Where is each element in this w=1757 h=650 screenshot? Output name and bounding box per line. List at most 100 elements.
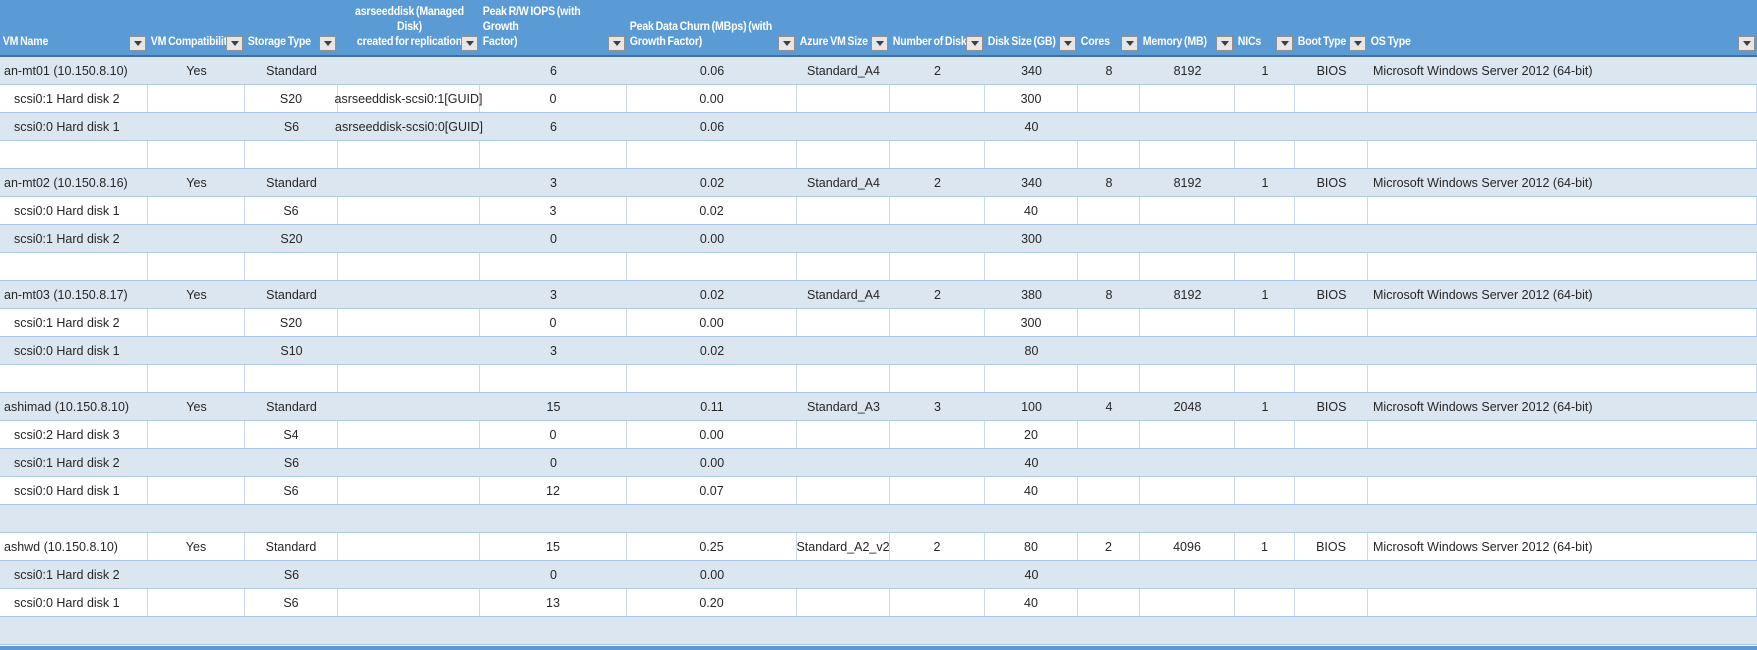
cell-azure-vm-size[interactable]: Standard_A3 bbox=[807, 399, 880, 414]
cell-nics[interactable] bbox=[1235, 225, 1295, 252]
cell-cores[interactable] bbox=[1078, 85, 1140, 112]
cell-nics[interactable] bbox=[1235, 197, 1295, 224]
cell-cores[interactable] bbox=[1078, 365, 1140, 392]
cell-peak-rw-iops[interactable]: 3 bbox=[480, 197, 627, 224]
cell-boot-type[interactable] bbox=[1295, 505, 1368, 532]
cell-number-of-disks[interactable] bbox=[890, 197, 985, 224]
peak-rw-iops-filter-dropdown-button[interactable] bbox=[608, 36, 625, 51]
header-os-type[interactable]: OS Type bbox=[1368, 0, 1757, 55]
cell-cores[interactable]: 4 bbox=[1105, 399, 1113, 414]
cell-asrseeddisk[interactable] bbox=[338, 477, 480, 504]
cell-vm-compatibility[interactable] bbox=[148, 561, 245, 588]
cell-asrseeddisk[interactable] bbox=[338, 617, 480, 644]
cell-storage-type[interactable] bbox=[245, 141, 338, 168]
cell-storage-type[interactable]: S10 bbox=[280, 343, 303, 358]
cell-cores[interactable] bbox=[1078, 113, 1140, 140]
cell-disk-size[interactable]: 80 bbox=[985, 533, 1078, 560]
cell-peak-rw-iops[interactable]: 3 bbox=[550, 343, 557, 358]
cell-asrseeddisk[interactable] bbox=[338, 337, 480, 364]
header-disk-size[interactable]: Disk Size (GB) bbox=[985, 0, 1078, 55]
cell-asrseeddisk[interactable] bbox=[338, 225, 480, 252]
cell-boot-type[interactable] bbox=[1295, 477, 1368, 504]
cell-memory[interactable] bbox=[1140, 85, 1235, 112]
cell-peak-rw-iops[interactable]: 13 bbox=[480, 589, 627, 616]
cell-nics[interactable]: 1 bbox=[1261, 287, 1269, 302]
cell-azure-vm-size[interactable] bbox=[797, 589, 890, 616]
cell-boot-type[interactable] bbox=[1295, 141, 1368, 168]
cell-nics[interactable]: 1 bbox=[1261, 399, 1269, 414]
header-memory[interactable]: Memory (MB) bbox=[1140, 0, 1235, 55]
header-number-of-disks[interactable]: Number of Disks bbox=[890, 0, 985, 55]
cell-peak-rw-iops[interactable] bbox=[480, 141, 627, 168]
cell-number-of-disks[interactable] bbox=[890, 365, 985, 392]
cell-peak-data-churn[interactable]: 0.00 bbox=[699, 455, 725, 470]
cores-filter-dropdown-button[interactable] bbox=[1121, 36, 1138, 51]
cell-vm-name[interactable]: scsi0:0 Hard disk 1 bbox=[0, 197, 148, 224]
cell-peak-data-churn[interactable] bbox=[627, 253, 797, 280]
cell-disk-size[interactable] bbox=[985, 253, 1078, 280]
header-nics[interactable]: NICs bbox=[1235, 0, 1295, 55]
cell-storage-type[interactable] bbox=[245, 253, 338, 280]
cell-os-type[interactable] bbox=[1368, 589, 1757, 616]
cell-peak-rw-iops[interactable]: 6 bbox=[550, 63, 557, 78]
cell-number-of-disks[interactable]: 2 bbox=[934, 63, 941, 78]
cell-vm-name[interactable]: scsi0:0 Hard disk 1 bbox=[14, 119, 120, 134]
cell-number-of-disks[interactable] bbox=[890, 449, 985, 476]
cell-os-type[interactable] bbox=[1368, 421, 1757, 448]
cell-number-of-disks[interactable] bbox=[890, 505, 985, 532]
cell-nics[interactable] bbox=[1235, 477, 1295, 504]
cell-peak-data-churn[interactable]: 0.00 bbox=[699, 231, 725, 246]
header-peak-data-churn[interactable]: Peak Data Churn (MBps) (with Growth Fact… bbox=[627, 0, 797, 55]
cell-storage-type[interactable]: S20 bbox=[280, 231, 303, 246]
cell-os-type[interactable] bbox=[1368, 253, 1757, 280]
cell-memory[interactable] bbox=[1140, 113, 1235, 140]
cell-vm-compatibility[interactable] bbox=[148, 337, 245, 364]
cell-memory[interactable]: 8192 bbox=[1173, 287, 1202, 302]
cell-nics[interactable] bbox=[1235, 617, 1295, 644]
cell-vm-compatibility[interactable] bbox=[148, 253, 245, 280]
cell-os-type[interactable] bbox=[1368, 141, 1757, 168]
cell-vm-name[interactable]: scsi0:1 Hard disk 2 bbox=[0, 85, 148, 112]
cell-vm-compatibility[interactable]: Yes bbox=[148, 533, 245, 560]
cell-storage-type[interactable] bbox=[245, 505, 338, 532]
header-vm-name[interactable]: VM Name bbox=[0, 0, 148, 55]
boot-type-filter-dropdown-button[interactable] bbox=[1349, 36, 1366, 51]
cell-cores[interactable] bbox=[1078, 197, 1140, 224]
cell-azure-vm-size[interactable]: Standard_A2_v2 bbox=[797, 533, 890, 560]
cell-os-type[interactable] bbox=[1368, 85, 1757, 112]
cell-number-of-disks[interactable] bbox=[890, 561, 985, 588]
cell-vm-name[interactable] bbox=[0, 505, 148, 532]
cell-peak-data-churn[interactable]: 0.00 bbox=[627, 309, 797, 336]
header-storage-type[interactable]: Storage Type bbox=[245, 0, 338, 55]
cell-os-type[interactable]: Microsoft Windows Server 2012 (64-bit) bbox=[1373, 63, 1593, 78]
cell-boot-type[interactable]: BIOS bbox=[1316, 175, 1347, 190]
cell-nics[interactable] bbox=[1235, 421, 1295, 448]
cell-peak-data-churn[interactable]: 0.00 bbox=[627, 85, 797, 112]
cell-storage-type[interactable]: Standard bbox=[266, 399, 317, 414]
cell-vm-compatibility[interactable] bbox=[148, 449, 245, 476]
cell-peak-rw-iops[interactable]: 0 bbox=[550, 231, 557, 246]
cell-vm-compatibility[interactable]: Yes bbox=[186, 63, 207, 78]
cell-storage-type[interactable]: S6 bbox=[283, 455, 300, 470]
cell-vm-name[interactable] bbox=[0, 253, 148, 280]
cell-vm-compatibility[interactable] bbox=[148, 309, 245, 336]
cell-disk-size[interactable]: 40 bbox=[985, 197, 1078, 224]
cell-number-of-disks[interactable]: 2 bbox=[890, 533, 985, 560]
cell-os-type[interactable]: Microsoft Windows Server 2012 (64-bit) bbox=[1373, 399, 1593, 414]
cell-boot-type[interactable]: BIOS bbox=[1316, 287, 1347, 302]
cell-os-type[interactable]: Microsoft Windows Server 2012 (64-bit) bbox=[1373, 175, 1593, 190]
header-peak-rw-iops[interactable]: Peak R/W IOPS (with Growth Factor) bbox=[480, 0, 627, 55]
cell-boot-type[interactable] bbox=[1295, 309, 1368, 336]
cell-nics[interactable] bbox=[1235, 365, 1295, 392]
cell-vm-name[interactable]: an-mt02 (10.150.8.16) bbox=[4, 175, 128, 190]
cell-asrseeddisk[interactable] bbox=[338, 253, 480, 280]
header-boot-type[interactable]: Boot Type bbox=[1295, 0, 1368, 55]
cell-disk-size[interactable]: 40 bbox=[985, 589, 1078, 616]
cell-memory[interactable] bbox=[1140, 225, 1235, 252]
cell-memory[interactable] bbox=[1140, 309, 1235, 336]
cell-disk-size[interactable] bbox=[985, 617, 1078, 644]
cell-vm-name[interactable]: an-mt03 (10.150.8.17) bbox=[4, 287, 128, 302]
cell-os-type[interactable] bbox=[1368, 449, 1757, 476]
cell-peak-rw-iops[interactable]: 0 bbox=[480, 309, 627, 336]
cell-number-of-disks[interactable] bbox=[890, 85, 985, 112]
